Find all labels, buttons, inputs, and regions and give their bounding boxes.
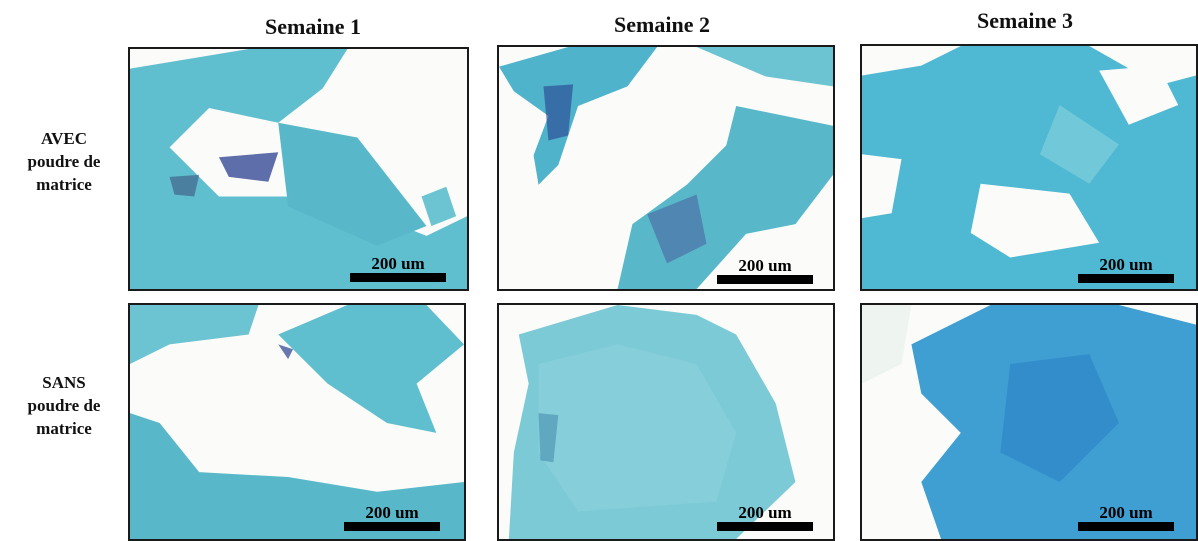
micrograph-without-matrix-week-1: 200 um xyxy=(128,303,466,541)
row-label-without-matrix: SANS poudre de matrice xyxy=(27,373,101,438)
row-label-with-matrix: AVEC poudre de matrice xyxy=(27,129,101,194)
micrograph-with-matrix-week-2: 200 um xyxy=(497,45,835,291)
micrograph-with-matrix-week-1: 200 um xyxy=(128,47,469,291)
micrograph-without-matrix-week-2: 200 um xyxy=(497,303,835,541)
column-title-week-2: Semaine 2 xyxy=(614,12,710,37)
micrograph-without-matrix-week-3: 200 um xyxy=(860,303,1198,541)
column-title-week-3: Semaine 3 xyxy=(977,8,1073,33)
column-title-week-1: Semaine 1 xyxy=(265,14,361,39)
micrograph-with-matrix-week-3: 200 um xyxy=(860,44,1198,291)
